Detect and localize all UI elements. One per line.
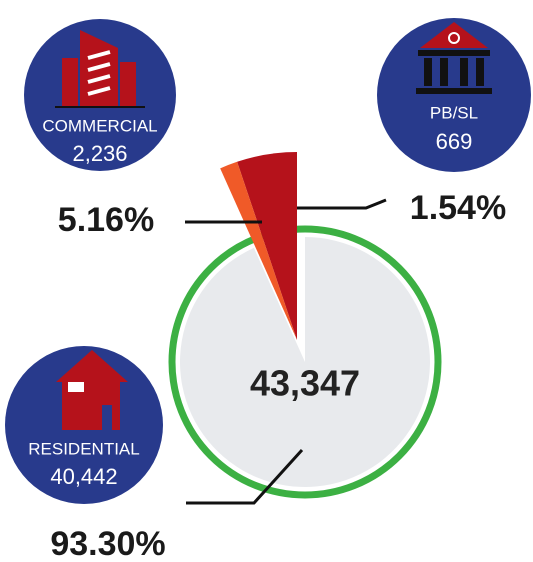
icon	[416, 22, 492, 94]
count-label: 2,236	[72, 141, 127, 166]
value-label: 5.16%	[58, 201, 154, 239]
total-label: 43,347	[250, 363, 360, 404]
pie	[179, 152, 430, 488]
count-label: 669	[436, 129, 473, 154]
value-label: 1.54%	[410, 189, 506, 227]
category-label: COMMERCIAL	[42, 116, 157, 135]
pie-slice	[179, 237, 430, 488]
badge	[377, 18, 531, 172]
pie-slice	[220, 161, 297, 340]
category-label: PB/SL	[430, 103, 478, 122]
value-label: 93.30%	[50, 525, 165, 562]
pie-ring	[168, 225, 442, 499]
icon-lines	[87, 50, 111, 96]
pie-slice	[237, 152, 297, 340]
icon	[56, 350, 128, 430]
count-label: 40,442	[50, 464, 117, 489]
category-label: RESIDENTIAL	[28, 439, 139, 458]
leader-line	[185, 198, 387, 505]
